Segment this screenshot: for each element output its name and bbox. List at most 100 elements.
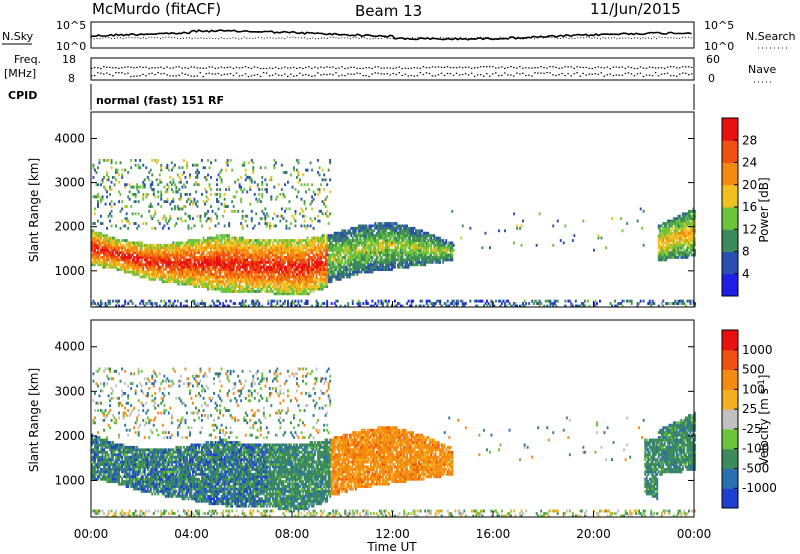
nave-dot [91, 75, 93, 77]
power-cell [329, 178, 332, 182]
power-cell [222, 243, 225, 247]
freq-dot [485, 66, 488, 68]
power-cell [336, 256, 339, 259]
power-cell [184, 246, 187, 250]
power-cell [220, 285, 223, 289]
power-cell [183, 270, 185, 274]
power-cell [179, 217, 182, 221]
power-cell [195, 190, 197, 194]
power-cell [97, 263, 99, 267]
power-cell [160, 277, 163, 281]
power-cell [333, 234, 336, 238]
power-cell [228, 290, 231, 293]
power-cell [229, 251, 232, 255]
power-cell [149, 273, 152, 276]
power-cell [219, 195, 222, 199]
power-cell [112, 299, 115, 303]
power-cell [214, 253, 217, 257]
power-cell [302, 258, 304, 262]
power-cell [94, 246, 96, 250]
power-cell [220, 243, 223, 247]
power-cell [122, 224, 125, 228]
power-cell [170, 270, 173, 274]
power-cell [280, 287, 283, 291]
power-cell [121, 304, 124, 308]
power-cell [170, 188, 173, 191]
power-cell [95, 253, 98, 257]
power-cell [98, 161, 101, 165]
power-cell [247, 287, 250, 291]
power-cell [264, 219, 267, 223]
power-cell [252, 161, 255, 165]
power-cell [335, 236, 338, 240]
power-cell [115, 161, 118, 165]
power-cell [280, 282, 283, 286]
power-cell [137, 200, 140, 204]
noise-left-tick-high: 10^5 [56, 19, 86, 32]
power-cell [219, 243, 222, 247]
power-cell [157, 256, 160, 259]
power-cell [166, 166, 169, 170]
power-cell [119, 243, 122, 247]
power-cell [273, 248, 276, 252]
nave-dot [187, 74, 189, 76]
power-cell [329, 159, 332, 162]
power-cell [146, 193, 149, 196]
nave-dot [136, 75, 138, 77]
power-cell [170, 243, 173, 247]
power-cell [202, 275, 205, 279]
power-cell [195, 180, 197, 184]
power-cell [261, 304, 264, 308]
power-cell [294, 212, 297, 216]
power-cell [265, 280, 268, 284]
power-cell [113, 256, 116, 259]
power-cell [306, 265, 309, 269]
power-cell [235, 282, 238, 286]
power-cell [145, 193, 148, 196]
power-cell [139, 243, 142, 247]
power-cell [97, 243, 99, 247]
power-cell [179, 207, 182, 211]
power-cell [317, 258, 320, 262]
power-cell [265, 287, 268, 291]
power-cell [167, 256, 170, 259]
power-cell [407, 265, 410, 269]
power-cell [115, 265, 118, 269]
power-cell [229, 248, 232, 252]
power-cell [290, 302, 292, 305]
power-cell [285, 258, 288, 262]
power-cell [238, 290, 241, 293]
power-cell [97, 234, 99, 238]
power-cell [280, 290, 283, 293]
power-cell [189, 193, 191, 196]
power-cell [121, 263, 124, 267]
power-cell [329, 212, 332, 216]
power-cell [157, 265, 160, 269]
power-cell [294, 260, 297, 264]
power-cell [299, 253, 301, 257]
power-cell [202, 260, 205, 264]
power-cell [134, 265, 137, 269]
power-cell [179, 304, 182, 308]
freq-dot [259, 67, 262, 70]
power-cell [178, 248, 181, 252]
power-cell [179, 302, 182, 305]
power-cell [158, 258, 161, 262]
power-cell [192, 268, 194, 272]
power-cell [274, 161, 277, 165]
power-cell [173, 263, 176, 267]
power-cell [261, 183, 264, 187]
power-cell [315, 270, 318, 274]
power-cell [311, 260, 314, 264]
power-cell [176, 205, 179, 208]
power-cell [258, 197, 261, 201]
power-cell [110, 205, 113, 208]
power-cell [157, 183, 160, 187]
power-cell [243, 161, 246, 165]
power-cell [97, 231, 99, 235]
power-cell [258, 304, 261, 308]
power-cell [268, 224, 271, 228]
power-cell [199, 273, 202, 276]
power-cell [133, 256, 136, 259]
nave-dot [395, 73, 398, 76]
